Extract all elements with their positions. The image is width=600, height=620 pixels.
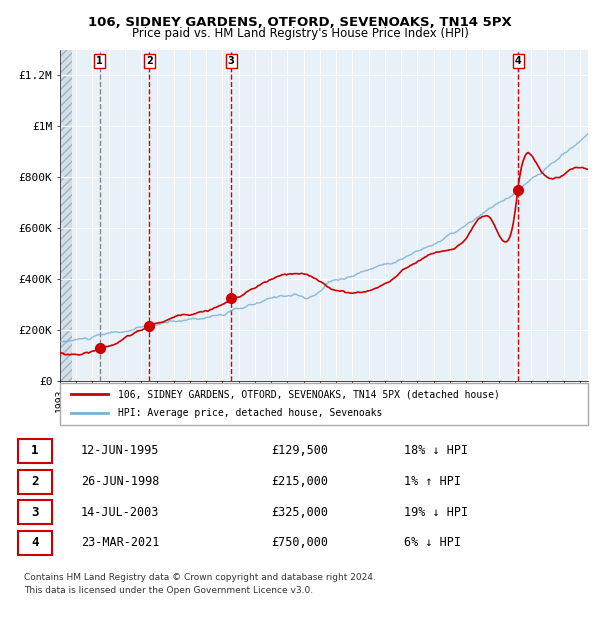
Text: 106, SIDNEY GARDENS, OTFORD, SEVENOAKS, TN14 5PX (detached house): 106, SIDNEY GARDENS, OTFORD, SEVENOAKS, … [118, 389, 500, 399]
Text: 26-JUN-1998: 26-JUN-1998 [81, 475, 160, 488]
Text: HPI: Average price, detached house, Sevenoaks: HPI: Average price, detached house, Seve… [118, 408, 382, 418]
Text: 106, SIDNEY GARDENS, OTFORD, SEVENOAKS, TN14 5PX: 106, SIDNEY GARDENS, OTFORD, SEVENOAKS, … [88, 16, 512, 29]
FancyBboxPatch shape [18, 500, 52, 525]
Text: 14-JUL-2003: 14-JUL-2003 [81, 506, 160, 519]
Text: £325,000: £325,000 [271, 506, 328, 519]
Text: 2: 2 [31, 475, 39, 488]
Text: This data is licensed under the Open Government Licence v3.0.: This data is licensed under the Open Gov… [24, 586, 313, 595]
Text: 3: 3 [31, 506, 39, 519]
Bar [60, 50, 72, 381]
Text: 2: 2 [146, 56, 152, 66]
Text: Price paid vs. HM Land Registry's House Price Index (HPI): Price paid vs. HM Land Registry's House … [131, 27, 469, 40]
Text: 12-JUN-1995: 12-JUN-1995 [81, 445, 160, 458]
Text: 23-MAR-2021: 23-MAR-2021 [81, 536, 160, 549]
Text: £129,500: £129,500 [271, 445, 328, 458]
Text: 4: 4 [31, 536, 39, 549]
Text: £750,000: £750,000 [271, 536, 328, 549]
Text: 6% ↓ HPI: 6% ↓ HPI [404, 536, 461, 549]
Text: 19% ↓ HPI: 19% ↓ HPI [404, 506, 468, 519]
Text: 1% ↑ HPI: 1% ↑ HPI [404, 475, 461, 488]
FancyBboxPatch shape [18, 469, 52, 494]
FancyBboxPatch shape [60, 383, 588, 425]
FancyBboxPatch shape [18, 439, 52, 463]
Text: 18% ↓ HPI: 18% ↓ HPI [404, 445, 468, 458]
Text: 3: 3 [228, 56, 235, 66]
Text: 4: 4 [515, 56, 522, 66]
Text: Contains HM Land Registry data © Crown copyright and database right 2024.: Contains HM Land Registry data © Crown c… [24, 574, 376, 583]
FancyBboxPatch shape [18, 531, 52, 555]
Text: £215,000: £215,000 [271, 475, 328, 488]
Text: 1: 1 [97, 56, 103, 66]
Text: 1: 1 [31, 445, 39, 458]
